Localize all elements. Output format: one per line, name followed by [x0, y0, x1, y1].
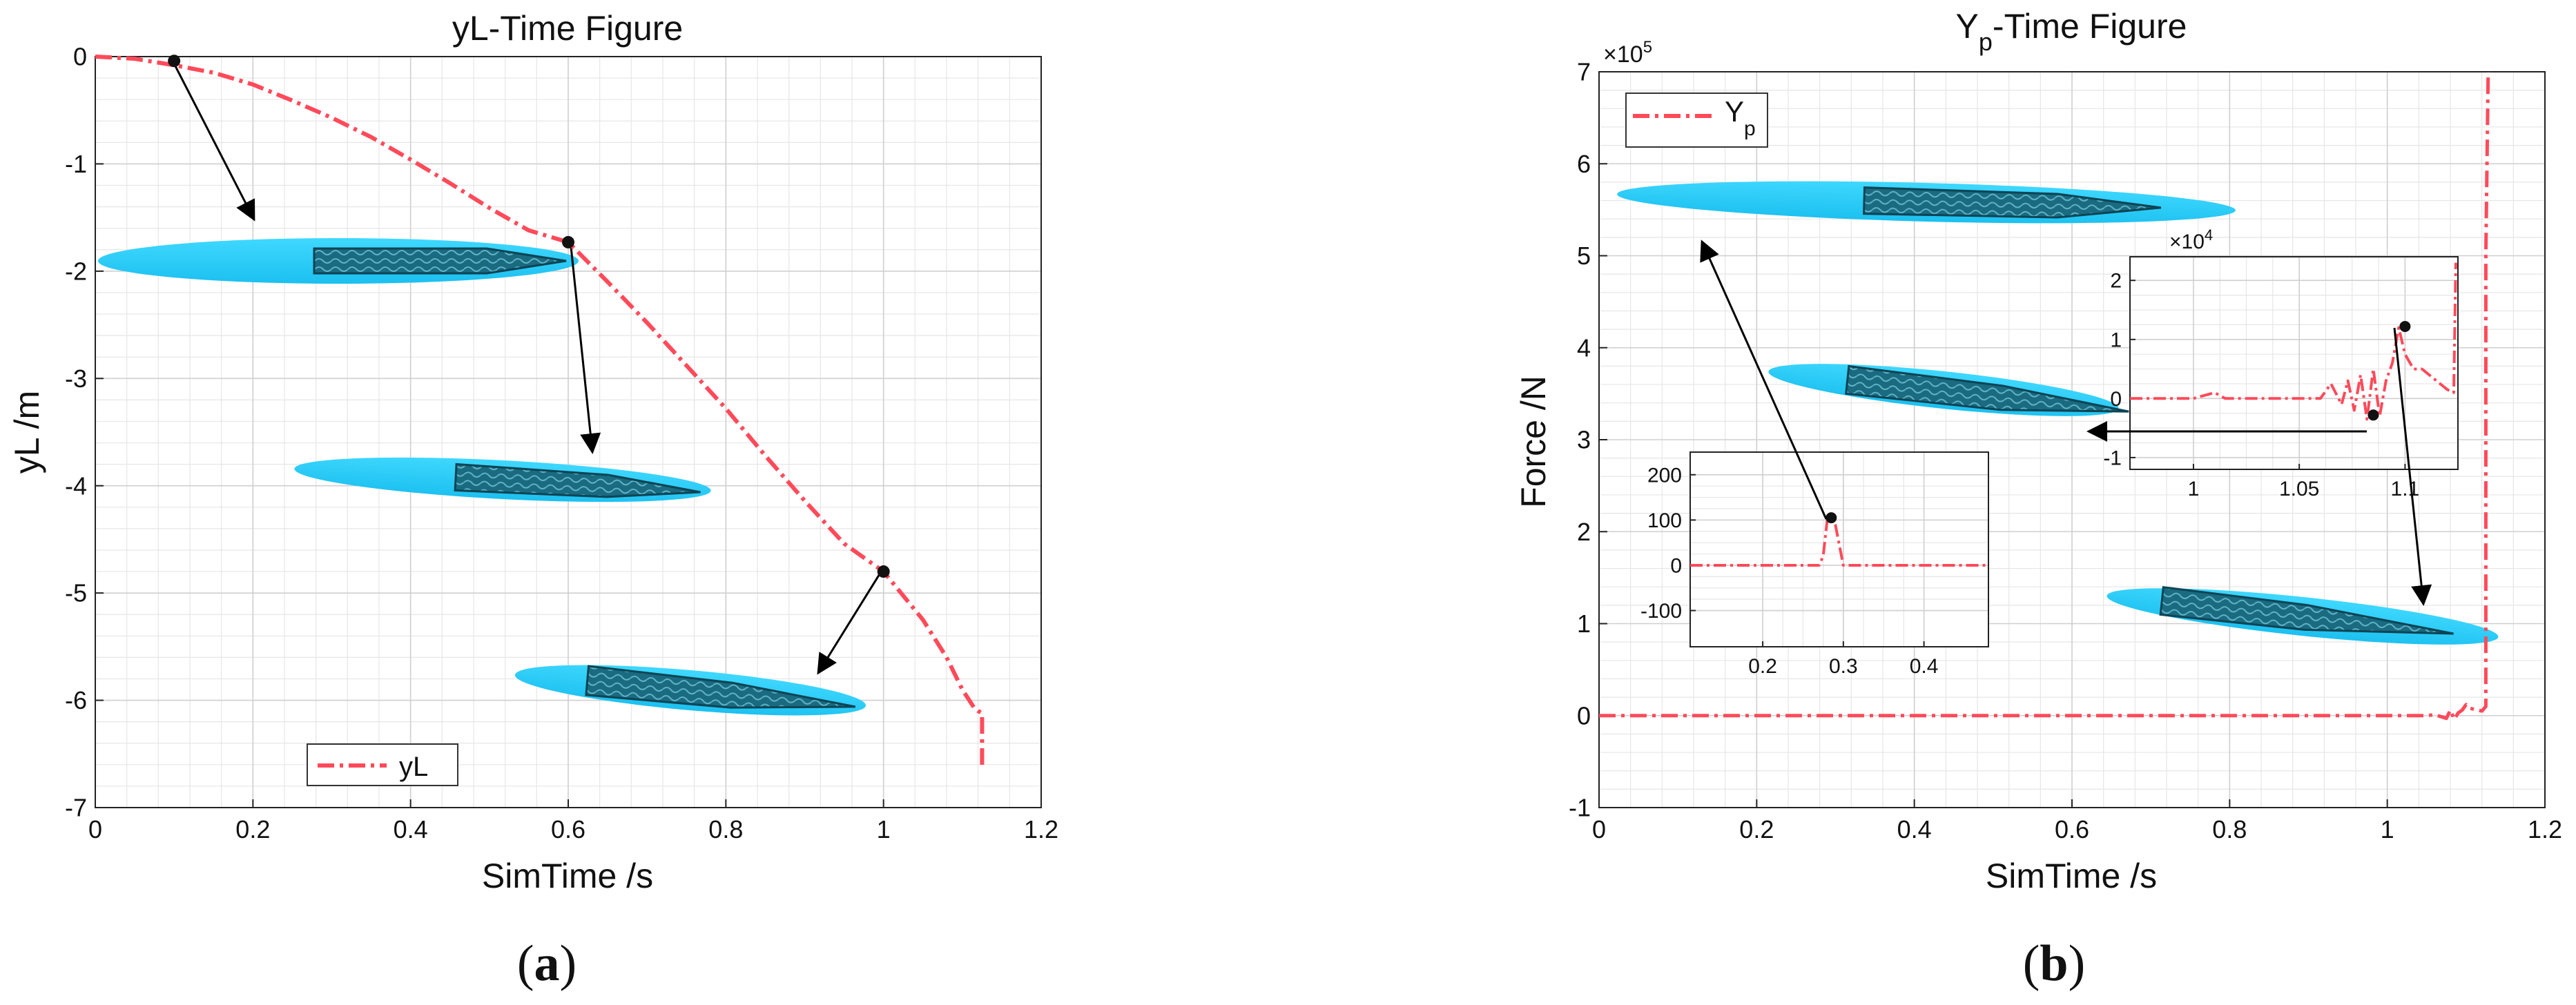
- legend-label: yL: [399, 752, 428, 782]
- y-tick-label: 0: [1670, 554, 1682, 577]
- annotation-arrows: [171, 60, 885, 675]
- data-marker: [168, 55, 181, 68]
- plot-frame: [95, 56, 1042, 808]
- projectile-image-3: [514, 665, 866, 716]
- data-marker: [877, 565, 890, 578]
- exponent-label: ×105: [1603, 38, 1652, 68]
- inset-series: [1690, 512, 1988, 567]
- projectile-image-3: [2107, 586, 2499, 645]
- panel-a: yL-Time Figure 0 0.2 0.4 0.6 0.8 1 1.2 0 -1 -2 -3 -…: [8, 9, 1058, 992]
- y-tick-label: -3: [65, 364, 87, 393]
- x-tick-label: 0.4: [1897, 815, 1932, 843]
- inset-plot-area: [2130, 257, 2458, 469]
- series-line: [1599, 71, 2490, 721]
- y-tick-label: -1: [65, 150, 87, 178]
- y-tick-label: 0: [2110, 388, 2122, 411]
- series-line: [95, 55, 985, 767]
- data-marker: [2399, 320, 2411, 332]
- legend: Yp: [1625, 92, 1768, 148]
- y-tick-label: -7: [65, 794, 87, 822]
- x-tick-label: 0.2: [1739, 815, 1774, 843]
- x-tick-label: 0.8: [2212, 815, 2247, 843]
- y-tick-label: -5: [65, 579, 87, 607]
- x-tick-label: 0: [88, 815, 102, 843]
- y-tick-label: 1: [1577, 609, 1591, 638]
- x-tick-label: 1: [2188, 478, 2200, 500]
- y-tick-label: -1: [1569, 794, 1591, 822]
- chart-title: Yp-Time Figure: [1956, 7, 2187, 56]
- inset-frame: [2129, 256, 2459, 470]
- inset-frame: [1689, 451, 1989, 647]
- legend-label: Yp: [1725, 95, 1756, 140]
- x-axis-label: SimTime /s: [482, 857, 653, 895]
- x-tick-label: 0.4: [394, 815, 428, 843]
- projectile-image-2: [294, 457, 711, 502]
- x-tick-label: 0.4: [1910, 655, 1939, 678]
- plot-frame: [1598, 71, 2546, 808]
- x-tick-label: 0.2: [235, 815, 270, 843]
- y-axis-label: yL /m: [8, 391, 46, 474]
- x-tick-label: 0: [1592, 815, 1606, 843]
- inset-axis-ticks: 0.2 0.3 0.4 -100 0 100 200: [1640, 464, 1939, 678]
- y-tick-label: -1: [2103, 447, 2122, 469]
- y-tick-label: 3: [1577, 426, 1591, 454]
- series-line: [2130, 262, 2457, 421]
- x-tick-label: 0.2: [1748, 655, 1777, 678]
- y-tick-label: -4: [65, 471, 87, 500]
- data-marker: [2367, 409, 2379, 421]
- y-tick-label: 0: [1577, 701, 1591, 730]
- inset-axis-ticks: 1 1.05 1.1 -1 0 1 2: [2103, 270, 2419, 500]
- y-tick-label: -2: [65, 257, 87, 285]
- data-series: [1599, 71, 2490, 721]
- inset-series: [2130, 262, 2457, 421]
- axis-ticks: 0 0.2 0.4 0.6 0.8 1 1.2 0 -1 -2 -3 -4 -5 -6 -7: [65, 43, 1058, 843]
- data-marker: [562, 235, 574, 248]
- y-tick-label: 7: [1577, 58, 1591, 86]
- x-tick-label: 0.6: [551, 815, 585, 843]
- y-tick-label: 2: [1577, 518, 1591, 546]
- panel-caption-b: (b): [2023, 935, 2085, 992]
- inset-exponent-label: ×104: [2169, 226, 2213, 253]
- y-tick-label: -100: [1640, 600, 1682, 623]
- x-tick-label: 0.8: [708, 815, 743, 843]
- y-tick-label: -6: [65, 686, 87, 714]
- inset-grid: [1690, 452, 1988, 647]
- data-marker: [1826, 512, 1837, 524]
- y-tick-label: 0: [73, 43, 87, 71]
- x-tick-label: 1: [2381, 815, 2394, 843]
- inset-chart-2: 1 1.05 1.1 -1 0 1 2 ×104: [2103, 226, 2459, 500]
- projectile-image-2: [1768, 364, 2129, 416]
- grid: [95, 56, 1042, 808]
- x-tick-label: 0.6: [2055, 815, 2089, 843]
- legend-box: [1625, 92, 1768, 148]
- panel-caption-a: (a): [517, 935, 577, 992]
- x-tick-label: 1.1: [2391, 478, 2420, 500]
- y-axis-label: Force /N: [1514, 375, 1553, 508]
- y-tick-label: 2: [2110, 270, 2122, 293]
- y-tick-label: 100: [1647, 509, 1682, 532]
- y-tick-label: 1: [2110, 329, 2122, 351]
- x-axis-label: SimTime /s: [1986, 857, 2157, 895]
- legend: yL: [307, 743, 458, 786]
- x-tick-label: 0.3: [1829, 655, 1858, 678]
- x-tick-label: 1: [877, 815, 891, 843]
- y-tick-label: 6: [1577, 150, 1591, 178]
- y-tick-label: 200: [1647, 464, 1682, 487]
- y-tick-label: 4: [1577, 333, 1591, 362]
- x-tick-label: 1.2: [2528, 815, 2562, 843]
- projectile-image-1: [98, 238, 579, 284]
- series-line: [1690, 516, 1988, 567]
- inset-chart-1: 0.2 0.3 0.4 -100 0 100 200: [1640, 451, 1989, 678]
- panel-b: Yp-Time Figure 0 0.2 0.4 0.6 0.8 1 1.2-1012345…: [1514, 7, 2562, 992]
- y-tick-label: 5: [1577, 242, 1591, 270]
- chart-title: yL-Time Figure: [452, 9, 683, 48]
- annotation-arrows: [1700, 240, 2432, 606]
- x-tick-label: 1.2: [1024, 815, 1058, 843]
- data-series: [95, 55, 985, 767]
- x-tick-label: 1.05: [2279, 478, 2319, 500]
- projectile-image-1: [1617, 181, 2236, 224]
